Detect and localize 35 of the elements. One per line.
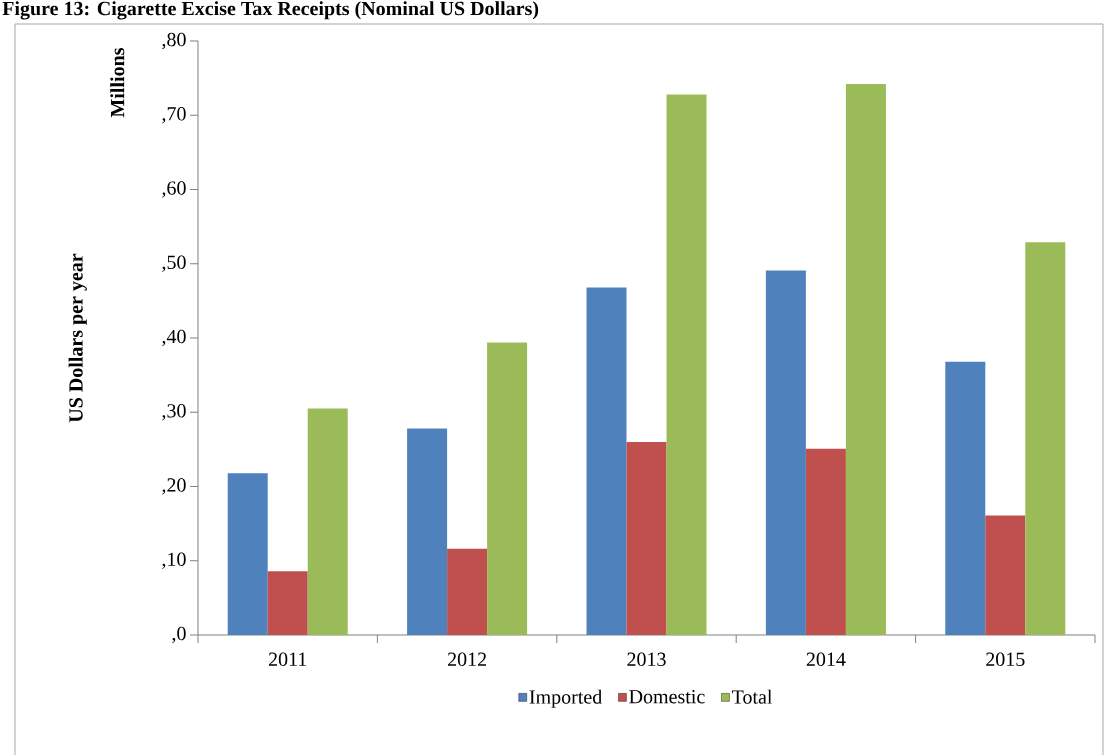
y-tick-label: ,50: [162, 255, 186, 272]
bar: [1025, 242, 1066, 635]
x-tick-label: 2011: [268, 652, 307, 667]
chart-title: Figure 13: Cigarette Excise Tax Receipts (Nominal US Dollars): [2, 1, 539, 20]
y-tick-label: ,20: [162, 478, 186, 495]
bar: [945, 361, 986, 635]
y-tick-label: ,30: [162, 404, 186, 421]
bar: [407, 428, 448, 635]
bar: [487, 342, 528, 635]
bar: [267, 571, 308, 635]
y-tick-label: ,40: [162, 329, 186, 347]
bar: [765, 270, 806, 635]
bar: [626, 441, 667, 635]
y-tick-label: ,60: [162, 181, 186, 198]
y-tick-label: ,0: [172, 626, 186, 644]
x-tick-label: 2012: [447, 652, 486, 667]
legend-label: Imported: [529, 689, 603, 708]
x-tick-label: 2014: [806, 652, 846, 667]
x-tick-label: 2013: [627, 652, 666, 667]
text: Millions: [110, 47, 125, 118]
x-tick-label: 2015: [986, 652, 1025, 667]
bar: [227, 473, 268, 635]
bar: [307, 408, 348, 635]
legend-label: Total: [731, 689, 773, 704]
bar: [586, 287, 627, 635]
y-axis-title: US Dollars per year: [68, 253, 87, 423]
legend-label: Domestic: [629, 690, 705, 704]
y-tick-label: ,10: [162, 552, 186, 569]
bar: [447, 548, 488, 635]
bar: [845, 84, 886, 635]
bar: [805, 448, 846, 635]
bar: [666, 94, 707, 635]
y-tick-label: ,80: [162, 32, 186, 50]
bar: [985, 515, 1026, 635]
y-tick-label: ,70: [162, 107, 186, 124]
